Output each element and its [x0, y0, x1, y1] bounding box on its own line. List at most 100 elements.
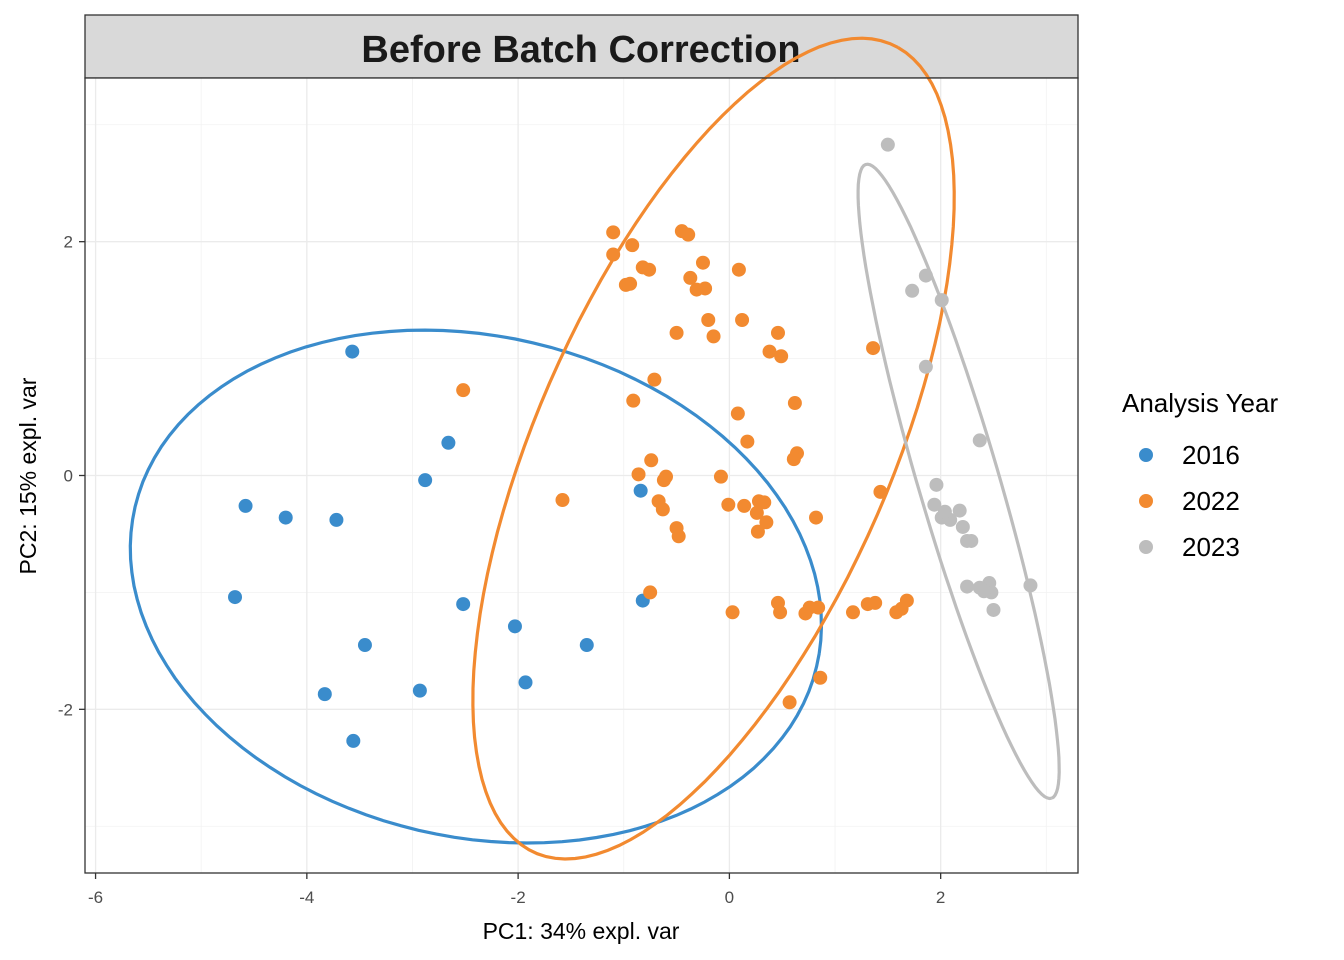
- grid-major: [85, 78, 1078, 873]
- point-2022: [681, 227, 696, 242]
- point-2023: [934, 293, 949, 308]
- point-2022: [740, 434, 755, 449]
- point-2023: [960, 533, 975, 548]
- point-2022: [626, 393, 641, 408]
- point-2022: [623, 276, 638, 291]
- point-2022: [845, 605, 860, 620]
- point-2016: [579, 638, 594, 653]
- x-axis-ticks: -6 -4 -2 0 2: [88, 873, 945, 907]
- x-tick-label: -4: [299, 888, 314, 907]
- point-2022: [770, 325, 785, 340]
- legend-key-2023: [1139, 540, 1153, 554]
- point-2023: [927, 497, 942, 512]
- point-2022: [762, 344, 777, 359]
- confidence-ellipses: [128, 36, 1061, 861]
- chart-title: Before Batch Correction: [361, 29, 800, 71]
- point-2023: [976, 584, 991, 599]
- legend-items: 2016 2022 2023: [1139, 440, 1240, 562]
- point-2016: [317, 687, 332, 702]
- data-points: [228, 137, 1038, 748]
- point-2016: [357, 638, 372, 653]
- series-2022: [456, 224, 914, 710]
- point-2022: [735, 313, 750, 328]
- point-2023: [972, 433, 987, 448]
- point-2023: [937, 504, 952, 519]
- point-2022: [656, 473, 671, 488]
- point-2022: [750, 524, 765, 539]
- point-2016: [412, 683, 427, 698]
- point-2022: [643, 585, 658, 600]
- point-2022: [730, 406, 745, 421]
- point-2022: [683, 270, 698, 285]
- point-2022: [773, 605, 788, 620]
- point-2022: [813, 670, 828, 685]
- point-2023: [918, 359, 933, 374]
- point-2016: [228, 590, 243, 605]
- point-2022: [647, 372, 662, 387]
- ellipse-2016: [128, 328, 824, 845]
- legend-title: Analysis Year: [1122, 388, 1278, 418]
- point-2023: [986, 602, 1001, 617]
- point-2016: [418, 473, 433, 488]
- point-2023: [955, 519, 970, 534]
- strip-header: [84, 14, 1079, 79]
- legend-label-2016: 2016: [1182, 440, 1240, 470]
- point-2016: [456, 597, 471, 612]
- ellipse-2022: [471, 36, 956, 861]
- point-2016: [278, 510, 293, 525]
- point-2022: [759, 515, 774, 530]
- point-2022: [644, 453, 659, 468]
- point-2022: [873, 484, 888, 499]
- point-2016: [441, 435, 456, 450]
- point-2022: [671, 529, 686, 544]
- point-2023: [905, 283, 920, 298]
- ellipse-2023: [856, 162, 1061, 801]
- x-tick-label: 0: [725, 888, 734, 907]
- point-2022: [695, 255, 710, 270]
- point-2022: [606, 247, 621, 262]
- legend-key-2016: [1139, 448, 1153, 462]
- y-tick-label: 2: [64, 233, 73, 252]
- point-2022: [774, 349, 789, 364]
- point-2016: [329, 512, 344, 527]
- point-2023: [918, 268, 933, 283]
- x-tick-label: -6: [88, 888, 103, 907]
- point-2022: [749, 505, 764, 520]
- point-2022: [868, 595, 883, 610]
- point-2023: [952, 503, 967, 518]
- legend-label-2023: 2023: [1182, 532, 1240, 562]
- point-2022: [631, 467, 646, 482]
- legend-label-2022: 2022: [1182, 486, 1240, 516]
- point-2023: [929, 477, 944, 492]
- point-2022: [802, 600, 817, 615]
- point-2022: [721, 497, 736, 512]
- point-2022: [725, 605, 740, 620]
- point-2016: [507, 619, 522, 634]
- point-2022: [899, 593, 914, 608]
- point-2022: [786, 452, 801, 467]
- x-axis-title: PC1: 34% expl. var: [483, 918, 680, 944]
- point-2023: [960, 579, 975, 594]
- point-2022: [689, 282, 704, 297]
- point-2022: [782, 695, 797, 710]
- x-tick-label: -2: [511, 888, 526, 907]
- point-2022: [866, 341, 881, 356]
- point-2023: [1023, 578, 1038, 593]
- point-2016: [346, 733, 361, 748]
- point-2022: [642, 262, 657, 277]
- legend-key-2022: [1139, 494, 1153, 508]
- series-2023: [880, 137, 1038, 617]
- point-2022: [655, 502, 670, 517]
- point-2022: [731, 262, 746, 277]
- point-2022: [737, 498, 752, 513]
- point-2022: [625, 238, 640, 253]
- point-2023: [880, 137, 895, 152]
- point-2022: [669, 325, 684, 340]
- y-axis-ticks: -2 0 2: [58, 233, 85, 719]
- point-2022: [456, 383, 471, 398]
- point-2022: [713, 469, 728, 484]
- point-2022: [809, 510, 824, 525]
- point-2022: [606, 225, 621, 240]
- point-2016: [633, 483, 648, 498]
